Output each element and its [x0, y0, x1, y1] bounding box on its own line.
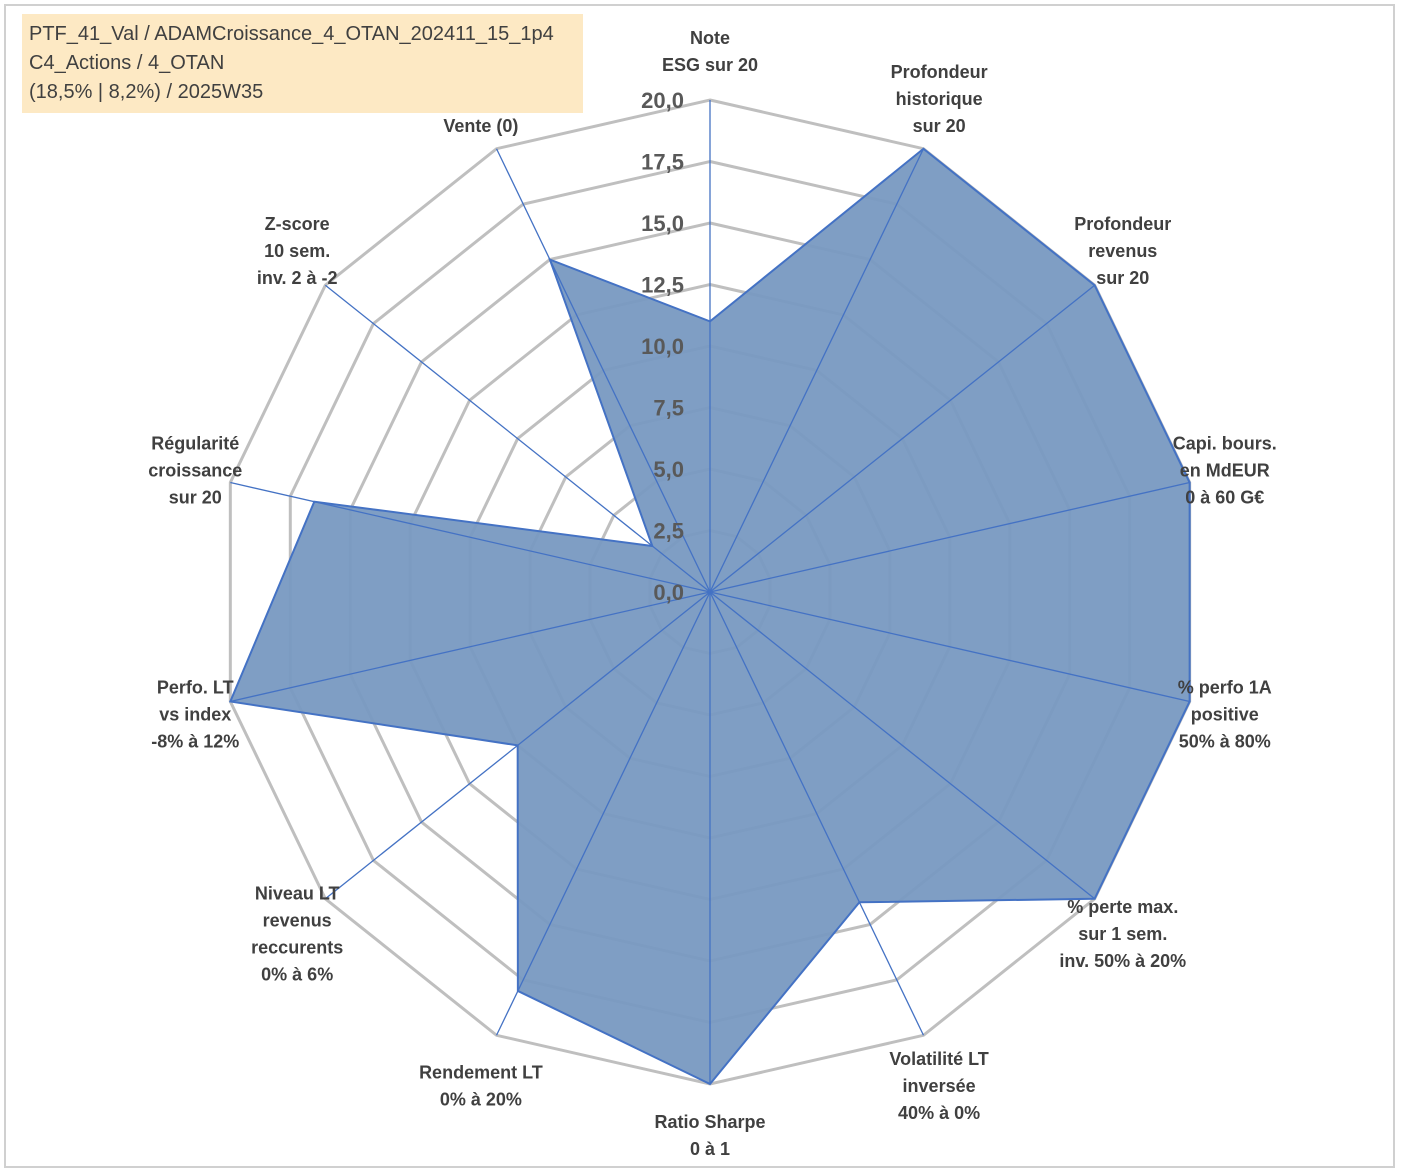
- axis-spoke: [709, 481, 1190, 593]
- axis-label: inversée: [903, 1076, 976, 1096]
- axis-label-group: % perte max. sur 1 sem. inv. 50% à 20%: [1059, 897, 1186, 971]
- axis-label: Perfo. LT: [157, 677, 234, 697]
- axis-label: Z-score: [265, 214, 330, 234]
- tick-label: 17,5: [641, 150, 684, 175]
- axis-label-group: Rendement LT 0% à 20%: [419, 1063, 543, 1110]
- axis-label: 10 sem.: [264, 241, 330, 261]
- tick-label: 5,0: [653, 457, 684, 482]
- axis-label-group: Régularité croissance sur 20: [148, 434, 242, 508]
- axis-label-group: Niveau LT revenus reccurents 0% à 6%: [251, 884, 343, 985]
- axis-label: Rendement LT: [419, 1063, 543, 1083]
- axis-spoke: [495, 591, 711, 1036]
- axis-label: Ratio Sharpe: [654, 1112, 765, 1132]
- axis-spoke: [709, 591, 1190, 703]
- axis-label: historique: [896, 89, 983, 109]
- axis-label: revenus: [1088, 241, 1157, 261]
- tick-label: 15,0: [641, 211, 684, 236]
- axis-label: 50% à 80%: [1179, 731, 1271, 751]
- info-line-1: PTF_41_Val / ADAMCroissance_4_OTAN_20241…: [29, 23, 554, 45]
- axis-label-group: Z-score 10 sem. inv. 2 à -2: [257, 214, 338, 288]
- axis-label: 0 à 60 G€: [1185, 488, 1264, 508]
- axis-label: Profondeur: [891, 62, 988, 82]
- axis-label: vs index: [159, 704, 231, 724]
- tick-label: 0,0: [653, 580, 684, 605]
- axis-spoke: [495, 148, 711, 593]
- axis-label: inv. 2 à -2: [257, 268, 338, 288]
- tick-label: 2,5: [653, 519, 684, 544]
- tick-label: 7,5: [653, 396, 684, 421]
- axis-label: Volatilité LT: [889, 1049, 988, 1069]
- info-box: PTF_41_Val / ADAMCroissance_4_OTAN_20241…: [22, 14, 583, 113]
- tick-label: 10,0: [641, 334, 684, 359]
- info-line-2: C4_Actions / 4_OTAN: [29, 52, 225, 74]
- axis-spoke: [709, 148, 925, 593]
- axis-label: 0% à 20%: [440, 1090, 522, 1110]
- axis-label: -8% à 12%: [151, 731, 239, 751]
- axis-label-group: Profondeur revenus sur 20: [1074, 214, 1171, 288]
- axis-spoke: [230, 591, 711, 703]
- axis-label: revenus: [263, 911, 332, 931]
- axis-label: Capi. bours.: [1173, 434, 1277, 454]
- axis-label: Niveau LT: [255, 884, 340, 904]
- axis-label: positive: [1191, 704, 1259, 724]
- axis-label: Note: [690, 28, 730, 48]
- axis-label: croissance: [148, 461, 242, 481]
- axis-label: en MdEUR: [1180, 461, 1270, 481]
- axis-label-group: Volatilité LT inversée 40% à 0%: [889, 1049, 988, 1123]
- axis-label-group: Capi. bours. en MdEUR 0 à 60 G€: [1173, 434, 1277, 508]
- tick-label: 12,5: [641, 273, 684, 298]
- radar-spokes: [230, 100, 1190, 1084]
- axis-label: sur 1 sem.: [1078, 924, 1167, 944]
- axis-label-group: Ratio Sharpe 0 à 1: [654, 1112, 765, 1159]
- tick-label: 20,0: [641, 88, 684, 113]
- info-line-3: (18,5% | 8,2%) / 2025W35: [29, 81, 264, 103]
- axis-spoke: [709, 591, 925, 1036]
- axis-label: ESG sur 20: [662, 55, 758, 75]
- axis-label: sur 20: [913, 116, 966, 136]
- axis-label: 0% à 6%: [261, 965, 333, 985]
- axis-spoke: [709, 284, 1096, 593]
- axis-spoke: [709, 591, 1096, 900]
- axis-spoke: [230, 481, 711, 593]
- axis-label: Profondeur: [1074, 214, 1171, 234]
- radial-tick-labels: 0,0 2,5 5,0 7,5 10,0 12,5 15,0 17,5 20,0: [641, 88, 684, 605]
- axis-label: Vente (0): [443, 116, 518, 136]
- axis-spoke: [324, 591, 711, 900]
- axis-label: % perfo 1A: [1178, 677, 1272, 697]
- axis-label-group: Note ESG sur 20: [662, 28, 758, 75]
- axis-label-group: % perfo 1A positive 50% à 80%: [1178, 677, 1272, 751]
- axis-label: reccurents: [251, 938, 343, 958]
- axis-label: sur 20: [169, 488, 222, 508]
- axis-label: 0 à 1: [690, 1139, 730, 1159]
- axis-label-group: Profondeur historique sur 20: [891, 62, 988, 136]
- axis-label: inv. 50% à 20%: [1059, 951, 1186, 971]
- axis-label: sur 20: [1096, 268, 1149, 288]
- axis-label: 40% à 0%: [898, 1103, 980, 1123]
- axis-label: % perte max.: [1067, 897, 1178, 917]
- axis-label: Régularité: [151, 434, 239, 454]
- axis-label-group: Perfo. LT vs index -8% à 12%: [151, 677, 239, 751]
- axis-spoke: [324, 284, 711, 593]
